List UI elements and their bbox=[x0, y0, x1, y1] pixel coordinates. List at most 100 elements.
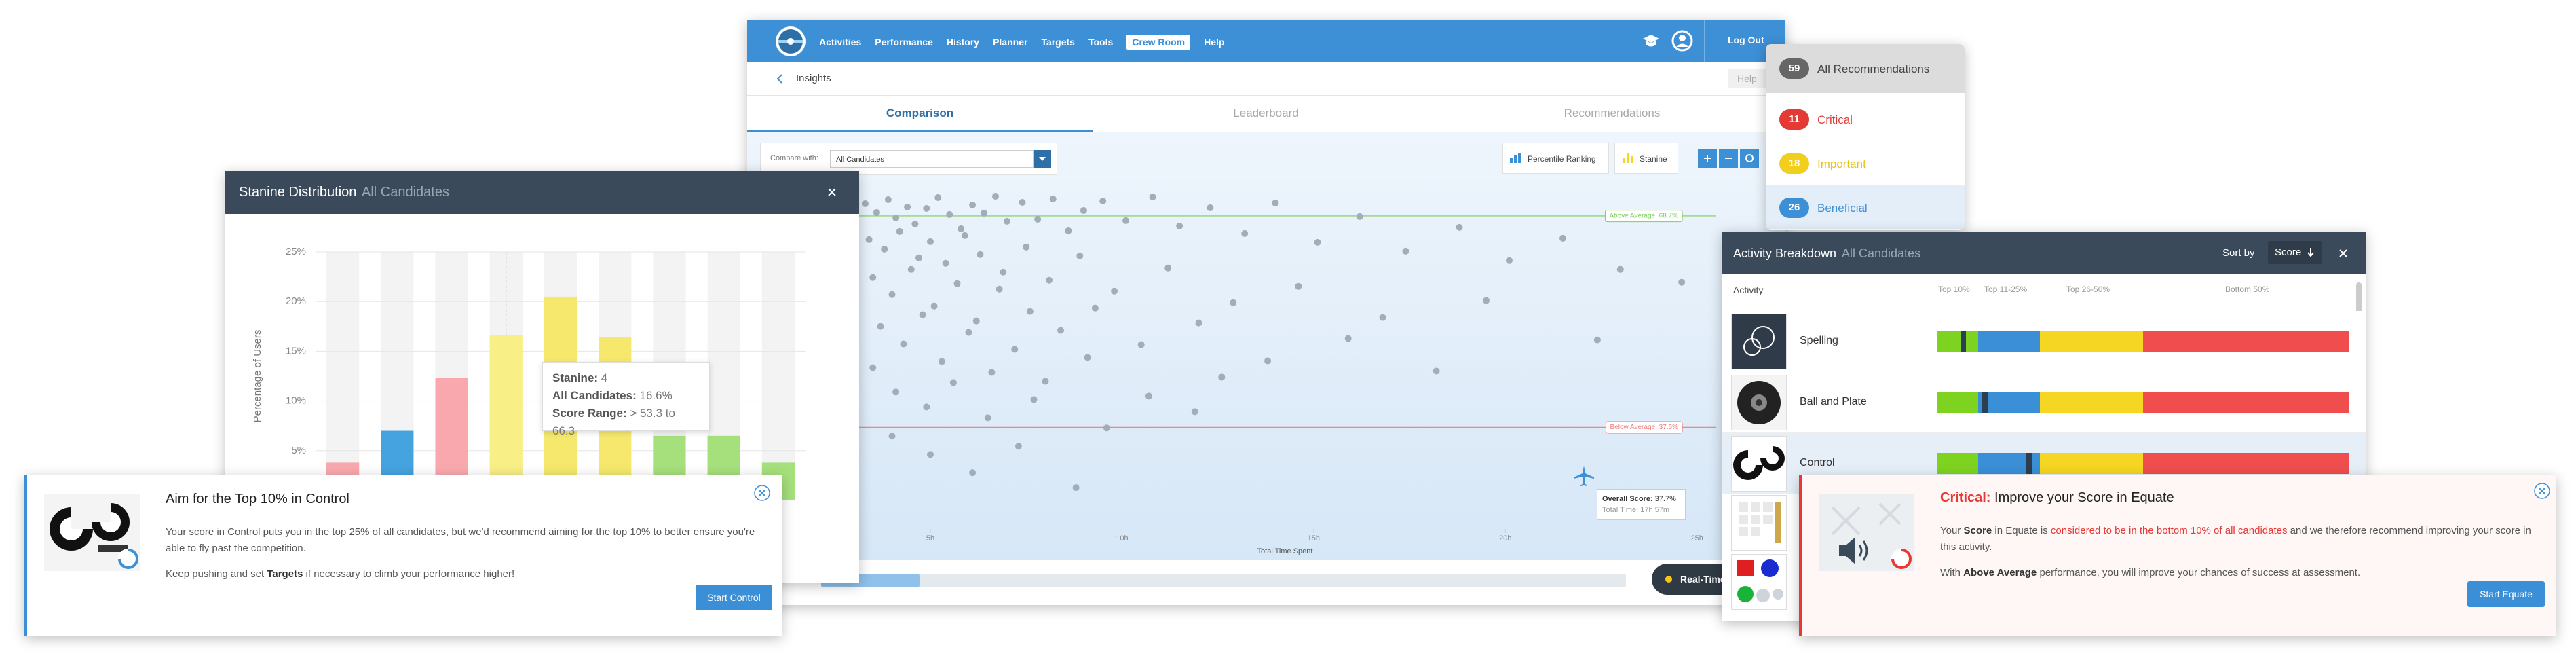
column-background bbox=[326, 252, 360, 500]
tab[interactable]: Recommendations bbox=[1439, 96, 1785, 132]
tooltip-share: All Candidates: 16.6% bbox=[552, 387, 700, 405]
activity-row[interactable]: Spelling bbox=[1722, 311, 2366, 371]
tab[interactable]: Comparison bbox=[747, 96, 1093, 132]
start-button[interactable]: Start Control bbox=[696, 585, 772, 610]
time-slider[interactable] bbox=[821, 574, 1626, 587]
y-tick-label: 5% bbox=[291, 445, 306, 456]
recommendation-row[interactable]: 59 All Recommendations bbox=[1766, 44, 1965, 93]
recommendation-row[interactable]: 18 Important bbox=[1766, 141, 1965, 185]
back-arrow[interactable] bbox=[776, 73, 784, 84]
academy-icon[interactable] bbox=[1642, 33, 1661, 48]
data-point bbox=[953, 280, 961, 287]
recommendation-row[interactable]: 26 Beneficial bbox=[1766, 185, 1965, 229]
column-label: Top 10% bbox=[1938, 284, 1970, 294]
close-button[interactable] bbox=[827, 187, 837, 197]
data-point bbox=[1593, 336, 1601, 344]
account-icon[interactable] bbox=[1671, 30, 1693, 52]
scatter-chart: 5h 10h 15h 20h 25h Total Time Spent Above Aver… bbox=[854, 192, 1716, 555]
text: if necessary to climb your performance h… bbox=[303, 568, 515, 580]
count-badge: 11 bbox=[1779, 109, 1809, 130]
band-segment bbox=[2040, 392, 2143, 413]
tab[interactable]: Leaderboard bbox=[1093, 96, 1439, 132]
data-point bbox=[869, 274, 877, 281]
text-strong[interactable]: Targets bbox=[267, 568, 303, 580]
zoom-in[interactable] bbox=[1698, 149, 1717, 168]
data-point bbox=[881, 245, 888, 253]
tooltip-stanine-label: Stanine: bbox=[552, 371, 599, 384]
x-tick-label: 20h bbox=[1499, 534, 1511, 543]
activity-icon bbox=[1731, 554, 1787, 610]
nav-link[interactable]: Targets bbox=[1041, 37, 1075, 48]
recommendation-row[interactable]: 11 Critical bbox=[1766, 97, 1965, 141]
band-segment bbox=[1977, 392, 2040, 413]
data-point bbox=[1218, 373, 1226, 381]
nav-link[interactable]: Performance bbox=[875, 37, 933, 48]
nav-link[interactable]: Tools bbox=[1088, 37, 1114, 48]
activity-row[interactable]: Ball and Plate bbox=[1722, 372, 2366, 433]
activity-name: Ball and Plate bbox=[1800, 396, 1867, 407]
zoom-out[interactable] bbox=[1719, 149, 1738, 168]
data-point bbox=[1616, 265, 1624, 273]
data-point bbox=[911, 220, 919, 227]
stanine-button[interactable]: Stanine bbox=[1614, 143, 1678, 174]
data-point bbox=[969, 469, 977, 477]
data-point bbox=[877, 323, 884, 330]
data-point bbox=[923, 204, 930, 212]
stanine-title: Stanine Distribution bbox=[239, 185, 357, 200]
text-strong: Above Average bbox=[1963, 567, 2037, 578]
start-button[interactable]: Start Equate bbox=[2467, 581, 2545, 607]
band-segment bbox=[1937, 331, 1978, 352]
nav-link[interactable]: Planner bbox=[993, 37, 1028, 48]
stanine-tooltip: Stanine: 4 All Candidates: 16.6% Score R… bbox=[542, 362, 710, 437]
column-label: Activity bbox=[1733, 284, 1764, 295]
column-label: Bottom 50% bbox=[2225, 284, 2270, 294]
close-button[interactable] bbox=[753, 484, 771, 502]
data-point bbox=[1072, 484, 1080, 492]
data-point bbox=[969, 201, 977, 208]
bar bbox=[489, 335, 523, 500]
nav-link[interactable]: Help bbox=[1204, 37, 1225, 48]
nav-link[interactable]: Activities bbox=[819, 37, 862, 48]
reference-label: Above Average: 68.7% bbox=[1609, 213, 1678, 220]
count-badge: 26 bbox=[1779, 198, 1809, 218]
column-label: Top 26-50% bbox=[2066, 284, 2110, 294]
tooltip-share-label: All Candidates: bbox=[552, 389, 637, 402]
data-point bbox=[923, 403, 930, 411]
data-point bbox=[888, 291, 896, 298]
close-button[interactable] bbox=[2338, 249, 2348, 258]
toast-image bbox=[1819, 494, 1914, 571]
x-axis-title: Total Time Spent bbox=[1257, 547, 1313, 555]
data-point bbox=[892, 388, 900, 396]
data-point bbox=[1559, 234, 1567, 242]
compare-select[interactable]: All Candidates bbox=[830, 150, 1034, 168]
data-point bbox=[1091, 304, 1099, 312]
close-button[interactable] bbox=[2533, 482, 2551, 500]
data-point bbox=[972, 317, 980, 325]
tooltip-stanine-value: 4 bbox=[601, 371, 608, 384]
crew-room-link[interactable]: Crew Room bbox=[1126, 35, 1191, 50]
data-point bbox=[1379, 314, 1386, 321]
nav-link[interactable]: History bbox=[946, 37, 980, 48]
count-badge: 59 bbox=[1779, 58, 1809, 79]
data-point bbox=[907, 265, 915, 273]
tooltip-stanine: Stanine: 4 bbox=[552, 369, 700, 387]
percentile-icon bbox=[1510, 153, 1521, 163]
data-point bbox=[1164, 264, 1172, 272]
recommendations-dropdown: 59 All Recommendations 11 Critical 18 Importa… bbox=[1766, 44, 1965, 230]
zoom-reset[interactable] bbox=[1740, 149, 1759, 168]
text: and we therefore recommend improving you… bbox=[1940, 525, 2531, 553]
y-tick-label: 25% bbox=[286, 246, 306, 257]
data-point bbox=[1505, 257, 1513, 264]
activity-subtitle: All Candidates bbox=[1842, 246, 1921, 260]
reference-label-box bbox=[1604, 210, 1683, 223]
performance-bar bbox=[1937, 453, 2349, 474]
logout[interactable]: Log Out bbox=[1728, 35, 1764, 45]
data-point bbox=[1264, 357, 1272, 365]
select-arrow[interactable] bbox=[1034, 150, 1051, 168]
scrollbar[interactable] bbox=[2356, 282, 2362, 323]
toast-title: Critical: Improve your Score in Equate bbox=[1940, 490, 2174, 506]
data-point bbox=[1026, 308, 1034, 315]
recommendation-label: Beneficial bbox=[1817, 202, 1868, 215]
